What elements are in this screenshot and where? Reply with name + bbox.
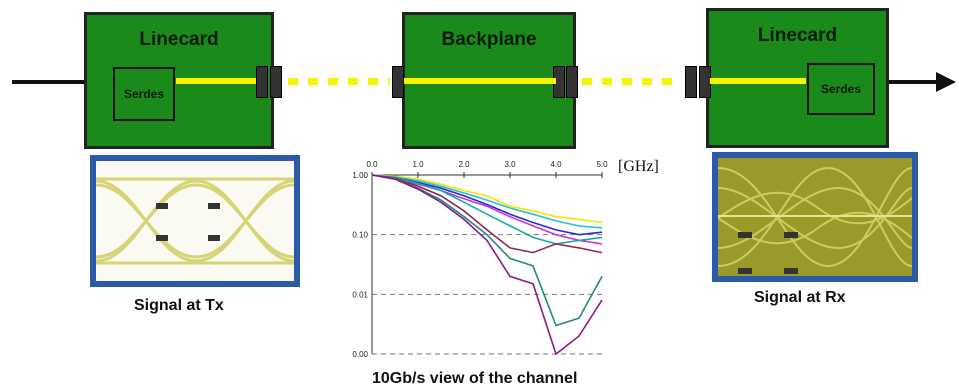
channel-caption: 10Gb/s view of the channel	[372, 370, 578, 387]
backplane-connector-left	[392, 66, 404, 98]
tx-caption: Signal at Tx	[134, 297, 224, 314]
right-connector-a	[685, 66, 697, 98]
channel-response-chart: 0.0 1.0 2.0 3.0 4.0 5.0 1.00 0.10 0.01 0.00	[352, 160, 608, 359]
backplane-trace	[404, 78, 556, 84]
rx-caption: Signal at Rx	[754, 289, 846, 306]
x-tick-label: 3.0	[504, 160, 516, 169]
dashed-link-left	[288, 78, 390, 85]
dashed-link-right	[582, 78, 682, 85]
series-line-2	[371, 174, 603, 229]
y-tick-label: 0.01	[352, 290, 368, 299]
backplane-connector-right-b	[566, 66, 578, 98]
left-connector-b	[270, 66, 282, 98]
y-tick-label: 1.00	[352, 171, 368, 180]
right-linecard-title: Linecard	[757, 25, 838, 46]
series-line-8	[371, 174, 603, 356]
right-trace	[710, 78, 806, 84]
rx-eye-image	[718, 166, 912, 274]
x-tick-label: 2.0	[458, 160, 470, 169]
series-line-4	[371, 174, 603, 245]
tx-eye-image	[96, 177, 294, 265]
x-unit-label: [GHz]	[618, 158, 659, 175]
left-connector-a	[256, 66, 268, 98]
tx-eye-diagram	[90, 155, 300, 287]
y-tick-label: 0.10	[352, 231, 368, 240]
left-serdes: Serdes	[113, 67, 175, 121]
left-linecard-title: Linecard	[139, 29, 219, 50]
series-line-5	[371, 174, 603, 245]
rx-eye-diagram	[712, 152, 918, 282]
series-line-1	[371, 174, 603, 224]
left-linecard: Linecard Serdes	[84, 12, 274, 149]
x-tick-label: 0.0	[366, 160, 378, 169]
series-line-7	[371, 174, 603, 327]
left-trace	[176, 78, 262, 84]
x-tick-label: 4.0	[550, 160, 562, 169]
backplane-title: Backplane	[441, 29, 537, 50]
series-line-6	[371, 174, 603, 254]
y-tick-label: 0.00	[352, 350, 368, 359]
x-tick-label: 5.0	[596, 160, 608, 169]
x-tick-label: 1.0	[412, 160, 424, 169]
right-serdes: Serdes	[807, 63, 875, 115]
